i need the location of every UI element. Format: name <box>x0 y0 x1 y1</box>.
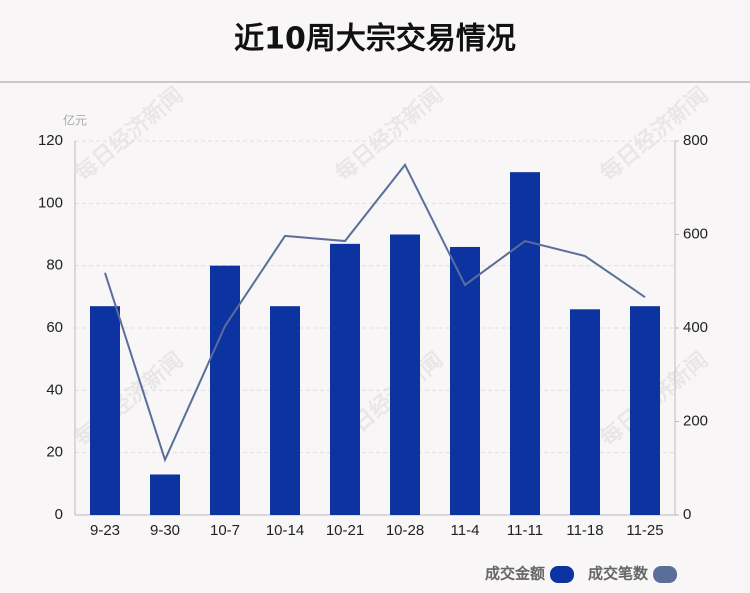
legend-swatch <box>653 566 678 583</box>
y-tick-label: 120 <box>38 132 63 149</box>
bar <box>90 306 120 515</box>
chart-title: 近10周大宗交易情况 <box>234 22 516 57</box>
bar <box>210 265 240 515</box>
x-tick-label: 9-23 <box>90 522 120 539</box>
y-tick-label: 60 <box>46 319 63 336</box>
x-tick-label: 10-21 <box>326 522 364 539</box>
legend-swatch <box>550 566 575 583</box>
bar <box>150 474 180 515</box>
y2-tick-label: 200 <box>683 412 708 429</box>
legend-label: 成交笔数 <box>588 565 649 583</box>
bar <box>330 243 360 515</box>
watermark: 每日经济新闻 <box>70 347 188 452</box>
x-tick-label: 10-14 <box>266 522 304 539</box>
bar <box>450 246 480 515</box>
x-tick-label: 11-25 <box>626 522 663 539</box>
y2-tick-label: 0 <box>683 506 691 523</box>
x-tick-label: 10-28 <box>386 522 424 539</box>
unit-label: 亿元 <box>63 113 87 128</box>
x-tick-label: 9-30 <box>150 522 180 539</box>
y2-tick-label: 400 <box>683 319 708 336</box>
y2-tick-label: 800 <box>683 132 708 149</box>
bar <box>510 172 540 515</box>
watermark: 每日经济新闻 <box>330 82 448 187</box>
bar <box>570 309 600 515</box>
bar <box>270 306 300 515</box>
bar <box>630 306 660 515</box>
bar <box>390 234 420 515</box>
watermark: 每日经济新闻 <box>70 82 188 187</box>
x-tick-label: 11-18 <box>566 522 603 539</box>
line <box>104 162 646 463</box>
x-tick-label: 11-11 <box>507 522 543 539</box>
y-tick-label: 80 <box>46 257 63 274</box>
y-tick-label: 100 <box>38 194 63 211</box>
y-tick-label: 20 <box>46 444 63 461</box>
x-tick-label: 10-7 <box>210 522 240 539</box>
y2-tick-label: 600 <box>683 225 708 242</box>
legend-label: 成交金额 <box>485 565 545 583</box>
y-tick-label: 40 <box>46 381 63 398</box>
y-tick-label: 0 <box>55 506 63 523</box>
x-tick-label: 11-4 <box>451 522 480 539</box>
